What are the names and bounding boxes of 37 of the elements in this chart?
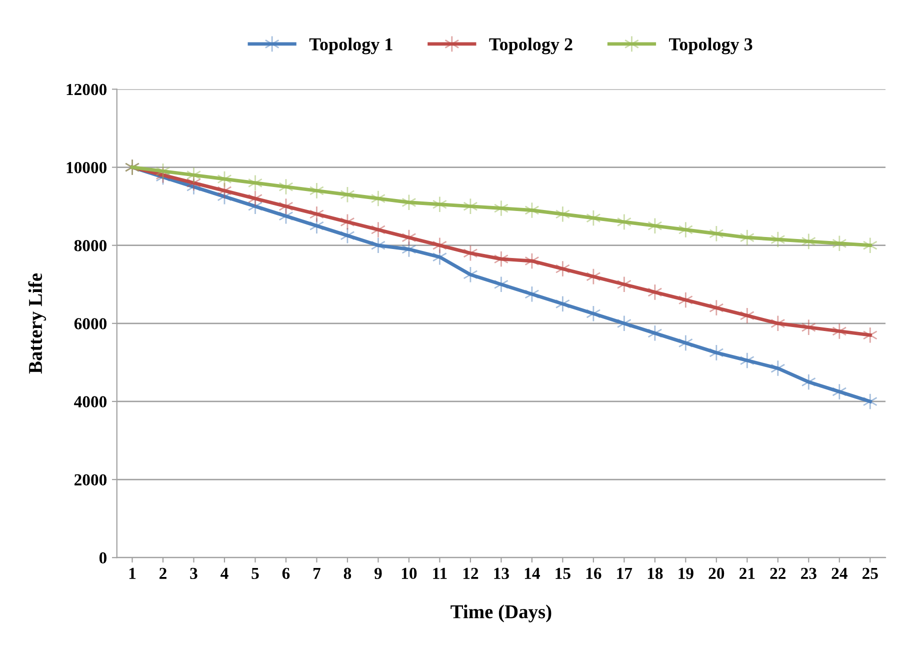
- y-tick-label: 4000: [74, 396, 107, 408]
- y-axis-title: Battery Life: [28, 273, 46, 374]
- x-tick-label: 14: [524, 568, 540, 579]
- x-tick-label: 7: [314, 568, 320, 579]
- legend-label: Topology 2: [489, 38, 572, 54]
- x-tick-label: 16: [586, 568, 602, 580]
- y-tick-label: 8000: [74, 240, 107, 252]
- x-tick-label: 25: [862, 568, 878, 580]
- x-tick-label: 9: [374, 568, 382, 580]
- legend-label: Topology 1: [309, 38, 392, 54]
- y-tick-label: 2000: [74, 474, 107, 486]
- x-tick-label: 23: [801, 568, 816, 580]
- x-tick-label: 18: [648, 568, 663, 580]
- x-tick-label: 2: [160, 568, 166, 579]
- x-tick-label: 24: [832, 568, 848, 579]
- x-tick-label: 17: [617, 568, 632, 579]
- x-tick-label: 4: [220, 568, 228, 579]
- x-tick-label: 1: [129, 568, 136, 579]
- y-tick-label: 10000: [66, 162, 107, 174]
- x-tick-label: 20: [708, 568, 724, 580]
- x-tick-label: 8: [344, 568, 352, 580]
- x-axis-title: Time (Days): [450, 604, 552, 622]
- y-tick-label: 0: [99, 552, 107, 564]
- y-tick-label: 6000: [74, 318, 107, 330]
- x-tick-label: 21: [740, 568, 755, 579]
- x-tick-label: 5: [252, 568, 259, 580]
- x-tick-label: 22: [770, 568, 786, 579]
- x-tick-label: 10: [402, 568, 417, 580]
- legend-label: Topology 3: [669, 38, 752, 54]
- x-tick-label: 15: [556, 568, 570, 580]
- x-tick-label: 13: [494, 568, 509, 580]
- x-tick-label: 11: [433, 568, 447, 579]
- x-tick-label: 3: [190, 568, 198, 580]
- x-tick-label: 6: [282, 568, 290, 580]
- y-tick-label: 12000: [66, 84, 107, 96]
- x-tick-label: 12: [463, 568, 478, 579]
- x-tick-label: 19: [678, 568, 694, 580]
